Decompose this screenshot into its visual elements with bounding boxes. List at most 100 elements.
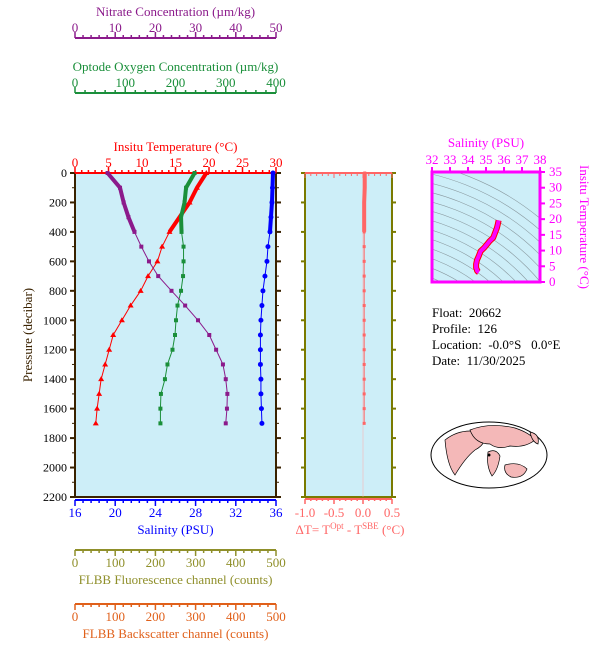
salinity-point [262,273,268,279]
ts-y-tick-label: 0 [549,274,556,289]
salinity-point [259,303,265,309]
salinity-point [269,199,275,205]
fluorescence-tick-label: 0 [72,555,79,570]
nitrate-point [139,244,144,249]
delta-t-point [363,171,367,175]
ts-y-tick-label: 35 [549,164,562,179]
nitrate-tick-label: 20 [149,20,162,35]
ts-y-tick-label: 10 [549,243,562,258]
oxygen-point [158,421,163,426]
ts-x-axis-title: Salinity (PSU) [448,135,524,150]
oxygen-point [165,362,170,367]
oxygen-point [172,333,177,337]
temperature-tick-label: 30 [270,155,283,170]
temperature-point [166,228,173,234]
temperature-point [102,361,109,367]
salinity-tick-label: 20 [109,505,122,520]
map-continent [469,425,536,448]
nitrate-point [224,406,229,411]
delta-t-axis-title: ΔT= TOpt - TSBE (°C) [296,521,405,537]
ts-x-tick-label: 32 [426,152,439,167]
salinity-point [265,244,271,250]
salinity-tick-label: 28 [189,505,202,520]
backscatter-tick-label: 300 [186,609,206,624]
oxygen-point [179,288,184,293]
nitrate-axis-title: Nitrate Concentration (µm/kg) [96,4,255,19]
temperature-point [159,243,166,249]
delta-t-point [362,245,366,249]
map-continent [487,450,501,477]
nitrate-point [121,200,126,205]
delta-t-point [362,304,366,308]
fluorescence-tick-label: 400 [226,555,246,570]
delta-t-point [362,230,366,234]
y-tick-label: 2000 [43,461,67,475]
nitrate-point [207,333,212,337]
ts-y-tick-label: 5 [549,258,556,273]
temperature-tick-label: 10 [136,155,149,170]
salinity-axis-title: Salinity (PSU) [137,522,213,537]
ts-y-tick-label: 30 [549,180,562,195]
delta-t-point [362,362,366,366]
delta-t-point [362,377,366,381]
delta-t-tick-label: 0.0 [355,505,371,520]
temperature-point [110,332,117,337]
delta-t-point [362,348,366,352]
y-tick-label: 1800 [43,431,67,445]
oxygen-tick-label: 0 [72,75,79,90]
temperature-tick-label: 25 [236,155,249,170]
y-tick-label: 1200 [43,343,67,357]
delta-t-point [362,200,366,204]
nitrate-tick-label: 30 [189,20,202,35]
delta-t-plot-area [304,172,393,498]
nitrate-point [183,303,188,308]
temperature-tick-label: 15 [169,155,182,170]
temperature-point [193,184,200,190]
delta-t-point [362,259,366,263]
salinity-point [258,317,264,323]
salinity-point [257,332,263,338]
nitrate-tick-label: 0 [72,20,79,35]
temperature-point [92,420,99,426]
nitrate-point [118,185,123,190]
map-continent [529,431,539,445]
salinity-point [258,391,264,397]
y-tick-label: 1600 [43,402,67,416]
oxygen-point [182,200,187,205]
ts-y-tick-label: 25 [549,195,562,210]
fluorescence-tick-label: 100 [105,555,125,570]
fluorescence-tick-label: 300 [186,555,206,570]
temperature-point [118,317,125,323]
ts-x-tick-label: 34 [462,152,476,167]
temperature-tick-label: 20 [203,155,216,170]
salinity-point [269,185,275,191]
ts-y-tick-label: 20 [549,211,562,226]
oxygen-point [174,318,179,323]
y-tick-label: 2200 [43,490,67,504]
oxygen-point [170,347,175,352]
backscatter-tick-label: 500 [266,609,286,624]
nitrate-point [105,171,110,175]
ts-x-tick-label: 36 [498,152,512,167]
delta-t-point [363,186,367,190]
delta-t-point [362,421,366,425]
oxygen-point [175,303,180,308]
map-continent [444,430,485,476]
oxygen-point [158,406,163,411]
nitrate-point [214,347,219,352]
delta-t-point [362,289,366,293]
float-id: Float: 20662 [432,305,502,320]
salinity-point [268,214,274,220]
backscatter-tick-label: 400 [226,609,246,624]
temperature-point [127,302,134,308]
nitrate-point [196,318,201,323]
nitrate-point [132,229,137,234]
salinity-point [267,229,273,235]
delta-t-point [362,407,366,411]
temperature-point [145,273,152,279]
delta-t-tick-label: 0.5 [384,505,400,520]
nitrate-tick-label: 10 [109,20,122,35]
oxygen-tick-label: 300 [216,75,236,90]
